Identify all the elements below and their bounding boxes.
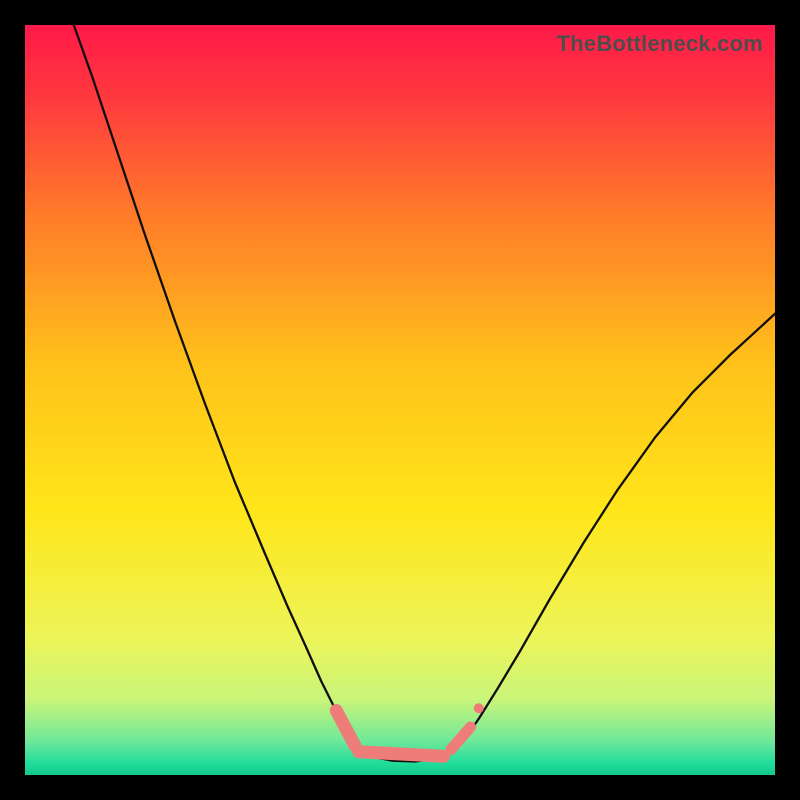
valley-marker-segment [359, 752, 444, 757]
watermark-text: TheBottleneck.com [557, 31, 763, 57]
plot-area: TheBottleneck.com [25, 25, 775, 775]
markers-group [336, 703, 484, 756]
curve-overlay [25, 25, 775, 775]
chart-outer: TheBottleneck.com [0, 0, 800, 800]
bottleneck-curve [74, 25, 775, 762]
valley-marker-segment [336, 711, 355, 746]
valley-marker-dot [474, 703, 484, 713]
valley-marker-segment [451, 727, 471, 750]
